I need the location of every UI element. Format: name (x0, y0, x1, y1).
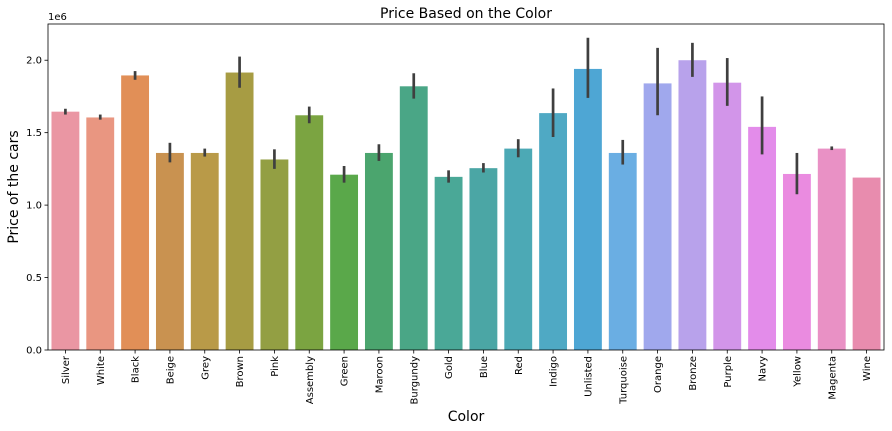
bar-bronze (678, 60, 707, 350)
x-tick-label: Purple (723, 356, 734, 388)
bar-unlisted (573, 68, 602, 350)
x-tick-label: Yellow (792, 356, 803, 388)
x-tick-label: Grey (200, 356, 211, 380)
bar-red (504, 148, 533, 350)
x-tick-label: Burgundy (409, 356, 420, 405)
x-tick-label: Turquoise (618, 356, 629, 405)
x-tick-label: Assembly (305, 356, 316, 404)
y-tick-label: 0.0 (26, 346, 42, 357)
bar-assembly (295, 115, 324, 350)
y-axis-ticks: 0.0 0.5 1.0 1.5 2.0 (26, 56, 48, 357)
x-tick-label: Maroon (374, 356, 385, 393)
x-tick-label: Navy (758, 356, 769, 382)
bar-green (330, 174, 359, 350)
bar-burgundy (399, 86, 428, 351)
bar-pink (260, 159, 289, 350)
plot-frame (47, 23, 885, 351)
x-tick-label: Black (131, 356, 142, 383)
bar-yellow (782, 173, 811, 350)
bar-beige (155, 152, 184, 350)
y-tick-label: 1.5 (26, 128, 42, 139)
x-tick-label: Brown (235, 356, 246, 387)
x-tick-label: Gold (444, 356, 455, 379)
bar-grey (190, 152, 219, 350)
y-tick-label: 0.5 (26, 273, 42, 284)
x-tick-label: Silver (61, 355, 72, 384)
x-tick-label: Blue (479, 356, 490, 378)
bar-brown (225, 72, 254, 350)
bar-turquoise (608, 152, 637, 350)
x-tick-label: Unlisted (583, 356, 594, 397)
bar-silver (51, 111, 80, 350)
x-tick-label: White (96, 356, 107, 385)
bar-white (86, 117, 115, 350)
x-tick-label: Orange (653, 356, 664, 393)
y-tick-label: 1.0 (26, 201, 42, 212)
x-tick-label: Green (340, 356, 351, 386)
y-tick-label: 2.0 (26, 56, 42, 67)
bar-black (121, 75, 150, 351)
bar-maroon (364, 152, 393, 350)
x-axis-ticks: Silver White Black Beige Grey Brown Pink Assemb… (61, 350, 873, 405)
bar-magenta (817, 148, 846, 350)
x-tick-label: Indigo (549, 356, 560, 387)
x-tick-label: Beige (165, 356, 176, 384)
x-axis-title: Color (448, 409, 485, 425)
x-tick-label: Red (514, 356, 525, 375)
x-tick-label: Pink (270, 356, 281, 377)
bar-navy (748, 126, 777, 350)
x-tick-label: Wine (862, 356, 873, 381)
bar-purple (713, 82, 742, 351)
bars-layer (51, 60, 881, 351)
bar-wine (852, 177, 881, 350)
bar-indigo (539, 113, 568, 351)
error-bars-layer (64, 37, 834, 195)
bar-orange (643, 83, 672, 350)
x-tick-label: Bronze (688, 356, 699, 391)
y-axis-title: Price of the cars (6, 130, 22, 243)
chart-title: Price Based on the Color (380, 6, 552, 22)
y-axis-offset-label: 1e6 (48, 12, 67, 23)
x-tick-label: Magenta (827, 356, 838, 400)
bar-blue (469, 168, 498, 350)
bar-gold (434, 176, 463, 350)
